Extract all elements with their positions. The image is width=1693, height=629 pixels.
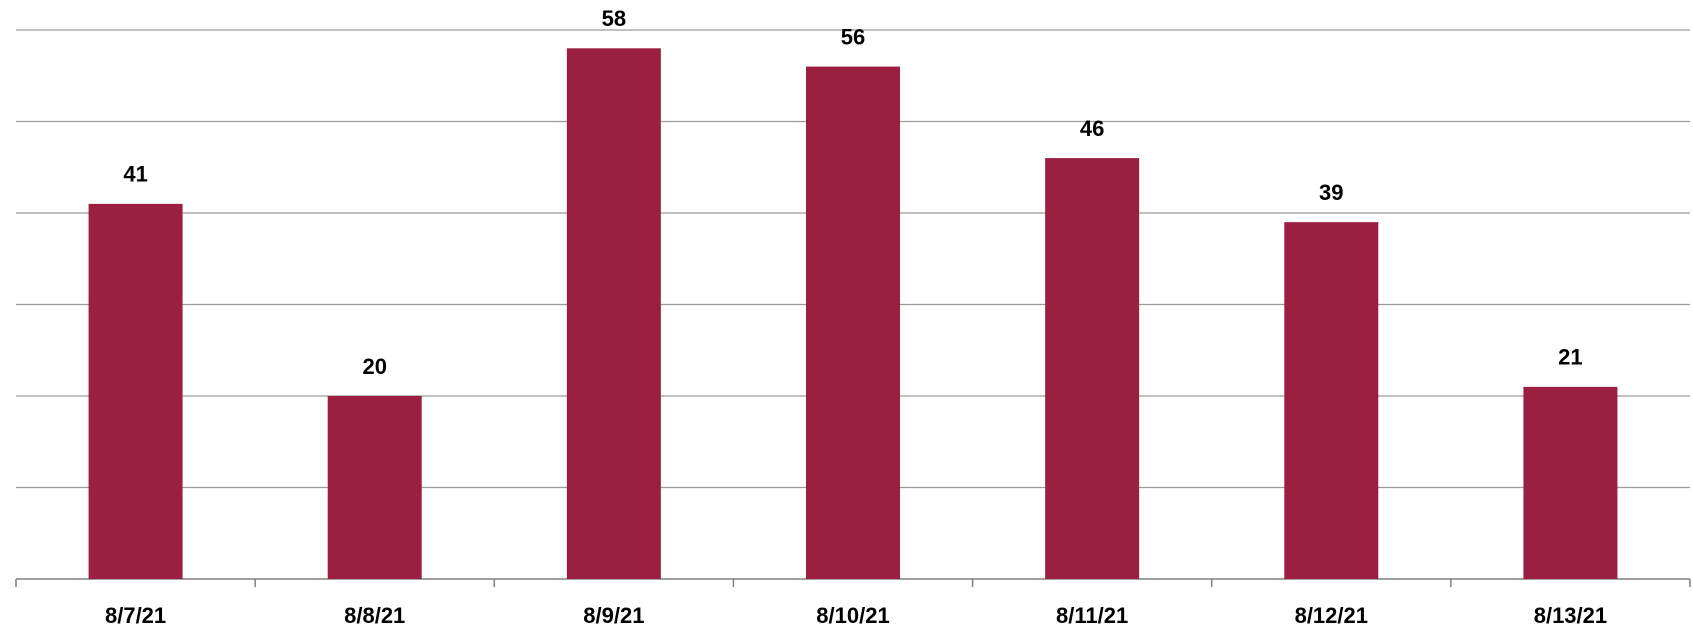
x-tick-label: 8/12/21 [1295, 603, 1368, 628]
x-tick-label: 8/9/21 [583, 603, 644, 628]
x-tick-label: 8/8/21 [344, 603, 405, 628]
bar [806, 66, 900, 580]
bar [1284, 222, 1379, 579]
data-label: 41 [123, 162, 147, 187]
x-tick-label: 8/13/21 [1534, 603, 1607, 628]
bar [327, 396, 422, 579]
data-label: 58 [602, 6, 626, 31]
data-label: 39 [1319, 180, 1343, 205]
bar [88, 203, 183, 579]
bar [1523, 386, 1618, 579]
data-label: 46 [1080, 116, 1104, 141]
data-label: 56 [841, 24, 865, 49]
x-tick-label: 8/10/21 [816, 603, 889, 628]
data-label: 21 [1558, 345, 1582, 370]
bar [566, 48, 661, 580]
x-tick-label: 8/7/21 [105, 603, 166, 628]
data-label: 20 [362, 354, 386, 379]
x-tick-label: 8/11/21 [1056, 603, 1128, 628]
bar [1045, 158, 1140, 579]
